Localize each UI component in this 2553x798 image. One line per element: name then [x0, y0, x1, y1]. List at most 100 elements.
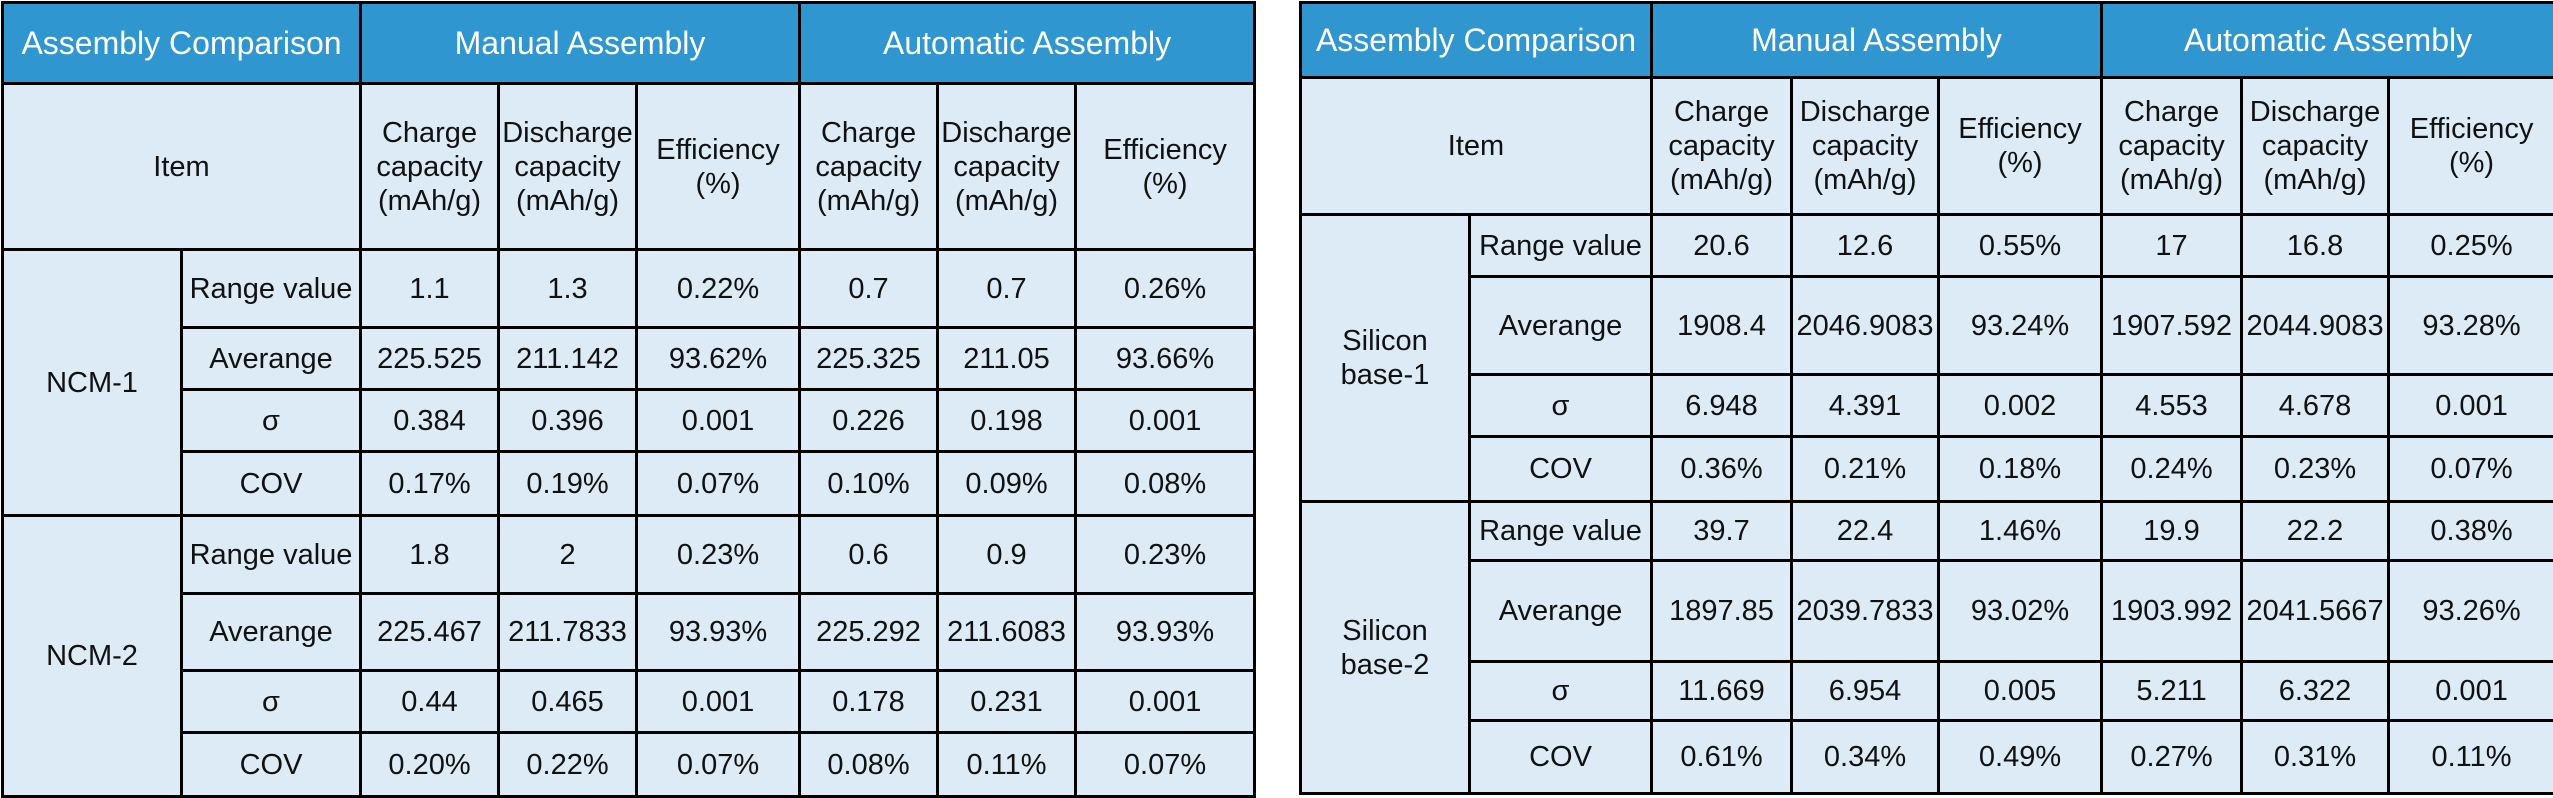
row-label: Range value	[182, 250, 361, 328]
value-cell: 0.6	[800, 516, 938, 594]
column-header: Discharge capacity (mAh/g)	[2242, 78, 2389, 215]
value-cell: 22.4	[1792, 502, 1939, 561]
value-cell: 19.9	[2102, 502, 2242, 561]
value-cell: 0.7	[800, 250, 938, 328]
value-cell: 93.62%	[637, 328, 800, 390]
row-label: Averange	[1470, 561, 1652, 662]
value-cell: 4.391	[1792, 375, 1939, 437]
value-cell: 1907.592	[2102, 277, 2242, 375]
column-header: Charge capacity (mAh/g)	[800, 84, 938, 250]
row-label: Range value	[1470, 502, 1652, 561]
value-cell: 39.7	[1652, 502, 1792, 561]
value-cell: 2039.7833	[1792, 561, 1939, 662]
value-cell: 0.07%	[1076, 733, 1255, 797]
value-cell: 0.001	[637, 671, 800, 733]
value-cell: 0.09%	[938, 452, 1076, 516]
item-cell: Item	[1301, 78, 1652, 215]
value-cell: 0.10%	[800, 452, 938, 516]
header-cell: Automatic Assembly	[800, 3, 1255, 84]
value-cell: 0.19%	[499, 452, 637, 516]
value-cell: 4.678	[2242, 375, 2389, 437]
value-cell: 225.325	[800, 328, 938, 390]
value-cell: 0.22%	[637, 250, 800, 328]
value-cell: 17	[2102, 215, 2242, 277]
value-cell: 0.18%	[1939, 437, 2102, 502]
value-cell: 0.178	[800, 671, 938, 733]
row-label: σ	[182, 671, 361, 733]
value-cell: 6.954	[1792, 662, 1939, 721]
value-cell: 0.34%	[1792, 721, 1939, 794]
value-cell: 2041.5667	[2242, 561, 2389, 662]
value-cell: 0.21%	[1792, 437, 1939, 502]
value-cell: 12.6	[1792, 215, 1939, 277]
value-cell: 6.322	[2242, 662, 2389, 721]
row-label: COV	[182, 733, 361, 797]
value-cell: 16.8	[2242, 215, 2389, 277]
value-cell: 0.26%	[1076, 250, 1255, 328]
value-cell: 1.8	[361, 516, 499, 594]
row-label: σ	[182, 390, 361, 452]
value-cell: 93.93%	[1076, 594, 1255, 671]
header-cell: Assembly Comparison	[3, 3, 361, 84]
value-cell: 1897.85	[1652, 561, 1792, 662]
value-cell: 93.28%	[2389, 277, 2553, 375]
value-cell: 0.07%	[2389, 437, 2553, 502]
value-cell: 0.7	[938, 250, 1076, 328]
value-cell: 0.001	[1076, 671, 1255, 733]
row-label: COV	[1470, 437, 1652, 502]
value-cell: 1.46%	[1939, 502, 2102, 561]
row-label: COV	[1470, 721, 1652, 794]
value-cell: 0.27%	[2102, 721, 2242, 794]
value-cell: 2046.9083	[1792, 277, 1939, 375]
value-cell: 0.24%	[2102, 437, 2242, 502]
header-cell: Manual Assembly	[1652, 3, 2102, 78]
group-label: Silicon base-2	[1301, 502, 1470, 794]
value-cell: 0.36%	[1652, 437, 1792, 502]
value-cell: 2044.9083	[2242, 277, 2389, 375]
column-header: Efficiency (%)	[1076, 84, 1255, 250]
value-cell: 0.61%	[1652, 721, 1792, 794]
column-header: Charge capacity (mAh/g)	[361, 84, 499, 250]
value-cell: 93.02%	[1939, 561, 2102, 662]
value-cell: 0.231	[938, 671, 1076, 733]
value-cell: 0.31%	[2242, 721, 2389, 794]
value-cell: 0.55%	[1939, 215, 2102, 277]
group-label: NCM-1	[3, 250, 182, 516]
column-header: Discharge capacity (mAh/g)	[938, 84, 1076, 250]
value-cell: 211.142	[499, 328, 637, 390]
header-cell: Assembly Comparison	[1301, 3, 1652, 78]
value-cell: 1908.4	[1652, 277, 1792, 375]
value-cell: 0.001	[637, 390, 800, 452]
value-cell: 1.1	[361, 250, 499, 328]
column-header: Efficiency (%)	[2389, 78, 2553, 215]
column-header: Discharge capacity (mAh/g)	[1792, 78, 1939, 215]
value-cell: 0.005	[1939, 662, 2102, 721]
value-cell: 0.001	[2389, 662, 2553, 721]
value-cell: 0.22%	[499, 733, 637, 797]
value-cell: 0.25%	[2389, 215, 2553, 277]
value-cell: 211.6083	[938, 594, 1076, 671]
value-cell: 0.001	[2389, 375, 2553, 437]
column-header: Efficiency (%)	[637, 84, 800, 250]
item-cell: Item	[3, 84, 361, 250]
value-cell: 0.17%	[361, 452, 499, 516]
value-cell: 0.001	[1076, 390, 1255, 452]
row-label: Averange	[1470, 277, 1652, 375]
value-cell: 93.24%	[1939, 277, 2102, 375]
value-cell: 1903.992	[2102, 561, 2242, 662]
value-cell: 211.05	[938, 328, 1076, 390]
